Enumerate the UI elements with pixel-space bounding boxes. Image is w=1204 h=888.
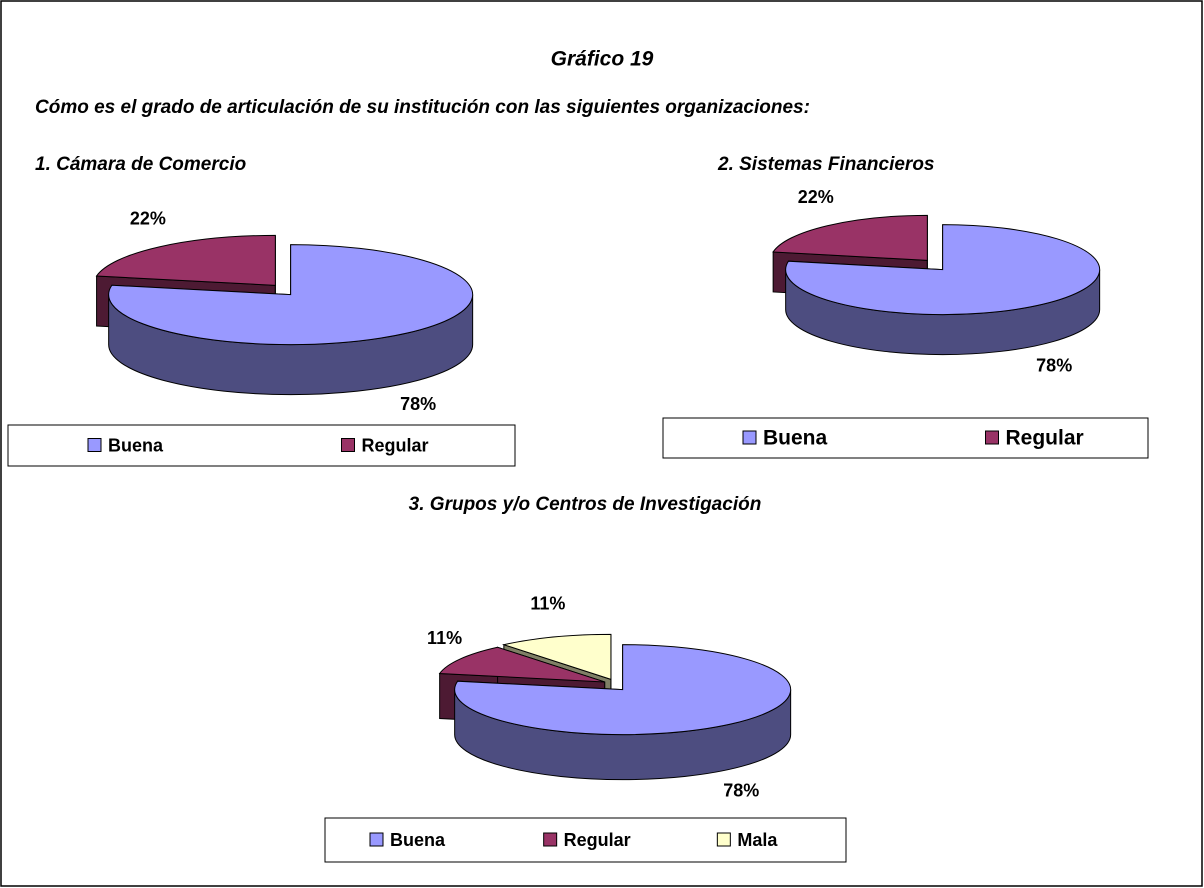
- data-label: 22%: [798, 187, 834, 207]
- legend-label: Buena: [763, 427, 828, 450]
- pie-top: [454, 644, 792, 736]
- pie-top: [772, 214, 928, 261]
- pie-slice: [785, 224, 1101, 356]
- legend-label: Mala: [737, 830, 778, 850]
- pie-top: [95, 234, 276, 286]
- pie-top: [785, 224, 1101, 316]
- chart-title: Gráfico 19: [551, 48, 654, 71]
- pie-slice: [108, 244, 474, 396]
- legend-swatch: [716, 832, 731, 847]
- legend-label: Regular: [564, 830, 631, 850]
- pie-top: [438, 646, 605, 683]
- legend-swatch: [543, 832, 558, 847]
- pie-title: 2. Sistemas Financieros: [717, 154, 935, 175]
- legend: [7, 424, 516, 467]
- legend: [324, 817, 847, 863]
- legend-swatch: [369, 832, 384, 847]
- pie-top: [501, 633, 612, 681]
- legend-label: Regular: [1006, 427, 1084, 450]
- data-label: 78%: [1036, 355, 1072, 375]
- legend-swatch: [341, 438, 355, 452]
- data-label: 78%: [723, 780, 759, 800]
- chart-subtitle: Cómo es el grado de articulación de su i…: [35, 97, 810, 118]
- data-label: 78%: [400, 394, 436, 414]
- pie-title: 3. Grupos y/o Centros de Investigación: [409, 494, 762, 515]
- pie-slice: [454, 644, 792, 781]
- legend-label: Buena: [390, 830, 446, 850]
- pie-title: 1. Cámara de Comercio: [35, 154, 246, 175]
- legend-swatch: [742, 430, 757, 445]
- pie-top: [108, 244, 474, 346]
- legend-swatch: [985, 430, 999, 445]
- legend-swatch: [87, 438, 102, 452]
- data-label: 22%: [130, 208, 166, 228]
- data-label: 11%: [530, 593, 565, 613]
- data-label: 11%: [427, 628, 462, 648]
- legend-label: Regular: [362, 435, 429, 455]
- legend-label: Buena: [108, 435, 164, 455]
